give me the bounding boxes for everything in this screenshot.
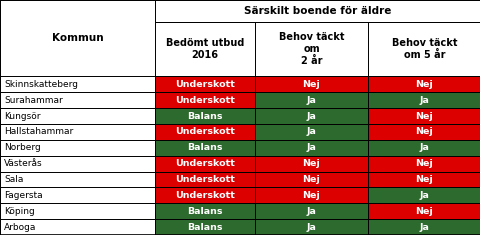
Bar	[155, 172, 254, 187]
Bar	[367, 172, 480, 187]
Bar	[0, 108, 155, 124]
Text: Balans: Balans	[187, 223, 222, 231]
Text: Ja: Ja	[306, 127, 316, 136]
Bar	[254, 92, 367, 108]
Bar	[155, 108, 254, 124]
Text: Nej: Nej	[302, 191, 320, 200]
Text: Balans: Balans	[187, 143, 222, 152]
Bar	[0, 124, 155, 140]
Text: Norberg: Norberg	[4, 143, 41, 152]
Bar	[0, 156, 155, 172]
Bar	[0, 187, 155, 203]
Bar	[155, 22, 254, 76]
Bar	[155, 203, 254, 219]
Text: Ja: Ja	[306, 96, 316, 105]
Text: Bedömt utbud
2016: Bedömt utbud 2016	[166, 38, 244, 60]
Bar	[367, 76, 480, 92]
Bar	[155, 219, 254, 235]
Bar	[155, 0, 480, 22]
Bar	[254, 219, 367, 235]
Text: Behov täckt
om 5 år: Behov täckt om 5 år	[391, 38, 456, 60]
Text: Nej: Nej	[415, 207, 432, 216]
Text: Arboga: Arboga	[4, 223, 36, 231]
Bar	[0, 140, 155, 156]
Text: Sala: Sala	[4, 175, 24, 184]
Text: Nej: Nej	[302, 175, 320, 184]
Bar	[254, 140, 367, 156]
Text: Köping: Köping	[4, 207, 35, 216]
Text: Nej: Nej	[302, 159, 320, 168]
Text: Hallstahammar: Hallstahammar	[4, 127, 73, 136]
Text: Balans: Balans	[187, 112, 222, 121]
Bar	[254, 108, 367, 124]
Text: Ja: Ja	[306, 112, 316, 121]
Text: Särskilt boende för äldre: Särskilt boende för äldre	[244, 6, 391, 16]
Text: Ja: Ja	[419, 191, 429, 200]
Bar	[367, 108, 480, 124]
Bar	[367, 156, 480, 172]
Text: Underskott: Underskott	[175, 96, 234, 105]
Text: Balans: Balans	[187, 207, 222, 216]
Text: Ja: Ja	[306, 223, 316, 231]
Text: Ja: Ja	[306, 143, 316, 152]
Text: Kungsör: Kungsör	[4, 112, 40, 121]
Bar	[0, 0, 155, 76]
Bar	[155, 76, 254, 92]
Text: Underskott: Underskott	[175, 127, 234, 136]
Bar	[367, 22, 480, 76]
Text: Nej: Nej	[415, 159, 432, 168]
Bar	[155, 124, 254, 140]
Bar	[0, 219, 155, 235]
Bar	[0, 76, 155, 92]
Bar	[0, 203, 155, 219]
Bar	[155, 156, 254, 172]
Bar	[254, 22, 367, 76]
Text: Nej: Nej	[415, 127, 432, 136]
Bar	[0, 172, 155, 187]
Text: Behov täckt
om
2 år: Behov täckt om 2 år	[278, 32, 344, 66]
Bar	[254, 124, 367, 140]
Text: Kommun: Kommun	[51, 33, 103, 43]
Bar	[155, 92, 254, 108]
Text: Nej: Nej	[415, 80, 432, 89]
Bar	[367, 219, 480, 235]
Bar	[254, 76, 367, 92]
Text: Ja: Ja	[419, 143, 429, 152]
Text: Nej: Nej	[415, 175, 432, 184]
Bar	[155, 187, 254, 203]
Text: Skinnskatteberg: Skinnskatteberg	[4, 80, 78, 89]
Bar	[254, 156, 367, 172]
Text: Surahammar: Surahammar	[4, 96, 62, 105]
Text: Fagersta: Fagersta	[4, 191, 43, 200]
Bar	[254, 187, 367, 203]
Bar	[367, 124, 480, 140]
Bar	[0, 92, 155, 108]
Text: Underskott: Underskott	[175, 159, 234, 168]
Bar	[367, 92, 480, 108]
Bar	[367, 203, 480, 219]
Bar	[254, 203, 367, 219]
Text: Västerås: Västerås	[4, 159, 43, 168]
Text: Underskott: Underskott	[175, 175, 234, 184]
Bar	[367, 187, 480, 203]
Text: Nej: Nej	[415, 112, 432, 121]
Text: Nej: Nej	[302, 80, 320, 89]
Bar	[155, 140, 254, 156]
Text: Ja: Ja	[306, 207, 316, 216]
Bar	[254, 172, 367, 187]
Text: Ja: Ja	[419, 223, 429, 231]
Text: Underskott: Underskott	[175, 191, 234, 200]
Text: Ja: Ja	[419, 96, 429, 105]
Bar	[367, 140, 480, 156]
Text: Underskott: Underskott	[175, 80, 234, 89]
